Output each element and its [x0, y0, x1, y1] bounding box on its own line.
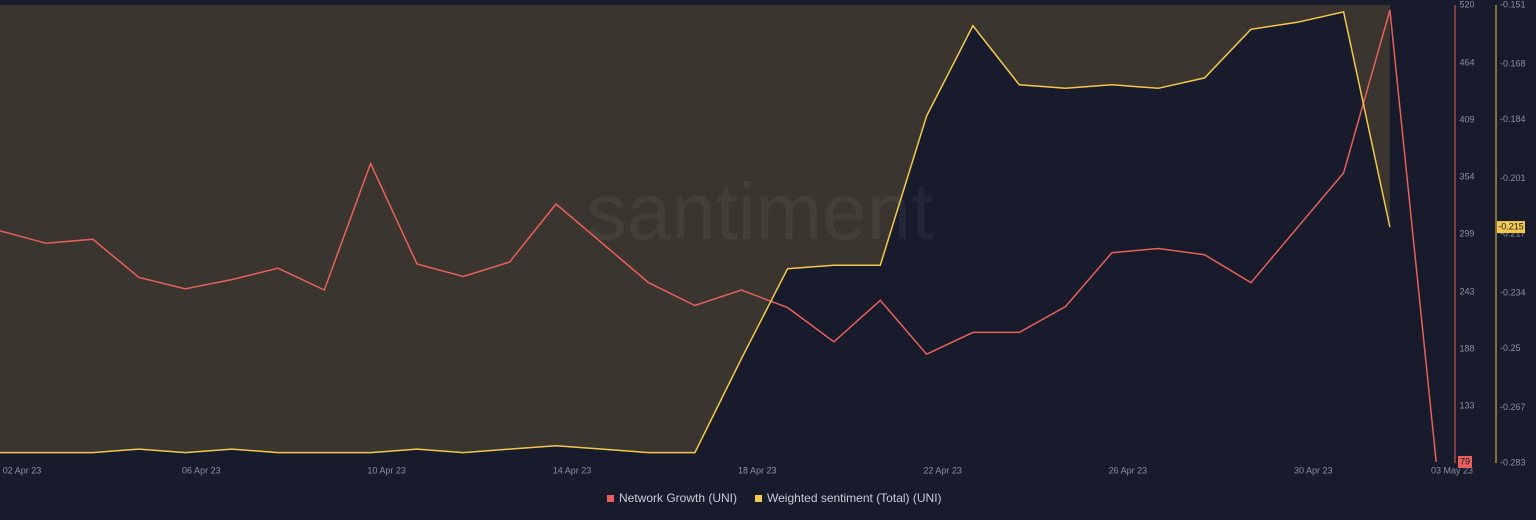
y-tick-label: 299 [1459, 228, 1474, 238]
y-tick-label: 520 [1459, 0, 1474, 9]
value-badge [1458, 455, 1472, 468]
legend-swatch [607, 495, 614, 502]
x-tick-label: 30 Apr 23 [1294, 465, 1333, 475]
x-tick-label: 02 Apr 23 [3, 465, 42, 475]
y2-tick-label: -0.151 [1500, 0, 1526, 9]
y-tick-label: 243 [1459, 286, 1474, 296]
legend-label: Network Growth (UNI) [619, 491, 737, 505]
value-badge [1497, 221, 1525, 234]
x-tick-label: 06 Apr 23 [182, 465, 221, 475]
y2-tick-label: -0.234 [1500, 287, 1526, 297]
y2-tick-label: -0.217 [1500, 228, 1526, 238]
y2-tick-label: -0.267 [1500, 402, 1526, 412]
y2-tick-label: -0.168 [1500, 58, 1526, 68]
value-badge-label: 79 [1460, 456, 1470, 466]
x-tick-label: 10 Apr 23 [367, 465, 406, 475]
x-tick-label: 03 May 23 [1431, 465, 1473, 475]
y2-tick-label: -0.283 [1500, 457, 1526, 467]
series-line [0, 11, 1391, 454]
sentiment-area [0, 5, 1390, 453]
area-layer [0, 5, 1390, 453]
x-tick-label: 14 Apr 23 [553, 465, 592, 475]
y-tick-label: 409 [1459, 114, 1474, 124]
x-tick-label: 26 Apr 23 [1109, 465, 1148, 475]
value-badge-label: -0.215 [1498, 221, 1524, 231]
watermark: santiment [587, 167, 934, 256]
series-line [0, 9, 1437, 463]
y-tick-label: 464 [1459, 57, 1474, 67]
x-tick-label: 18 Apr 23 [738, 465, 777, 475]
y-tick-label: 354 [1459, 171, 1474, 181]
y-tick-label: 133 [1459, 400, 1474, 410]
legend-label: Weighted sentiment (Total) (UNI) [767, 491, 942, 505]
y2-tick-label: -0.184 [1500, 114, 1526, 124]
legend-swatch [755, 495, 763, 502]
y2-tick-label: -0.201 [1500, 173, 1526, 183]
y-tick-label: 188 [1459, 343, 1474, 353]
y2-tick-label: -0.25 [1500, 343, 1521, 353]
x-tick-label: 22 Apr 23 [923, 465, 962, 475]
